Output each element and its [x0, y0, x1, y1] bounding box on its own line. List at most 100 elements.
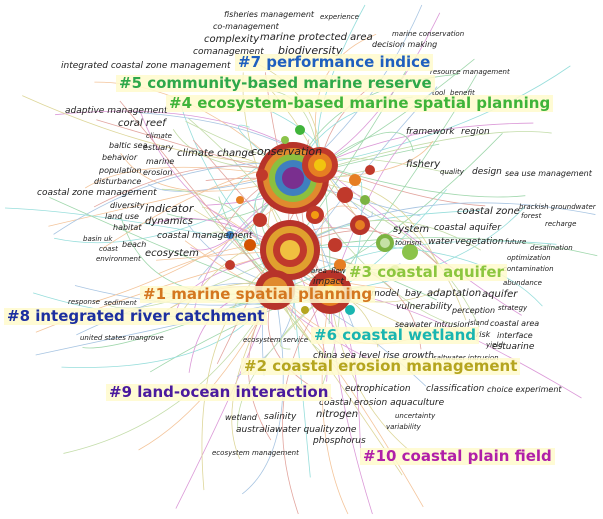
kw-system: system [393, 224, 430, 235]
kw-environment: environment [96, 255, 141, 263]
link-curve [319, 164, 522, 316]
kw-yield: yield [486, 341, 503, 349]
link-curve [4, 207, 291, 251]
kw-coastal-zone: coastal zone [457, 206, 520, 217]
kw-uk: uk [104, 235, 113, 243]
kw-tourism: tourism [395, 239, 422, 247]
kw-response: response [68, 298, 100, 306]
kw-zone: zone [335, 425, 357, 435]
link-curve [329, 291, 373, 515]
link-curve [319, 164, 486, 207]
kw-coastal-area: coastal area [490, 319, 540, 328]
kw-estuary: estuary [143, 143, 174, 152]
kw-australia: australia [236, 425, 276, 435]
kw-aquifer: aquifer [482, 289, 518, 300]
kw-beach: beach [122, 240, 147, 249]
link-curve [241, 289, 284, 495]
kw-island: island [468, 319, 489, 327]
kw-phosphorus: phosphorus [313, 436, 366, 446]
kw-marine-protected-area: marine protected area [260, 32, 373, 43]
link-curve [54, 177, 294, 244]
kw-biodiversity: biodiversity [278, 44, 343, 57]
node-small-cluster [225, 125, 400, 315]
kw-complexity: complexity [204, 34, 260, 45]
kw-conservation: conservation [251, 145, 323, 158]
kw-indicator: indicator [145, 202, 194, 215]
kw-water-quality: water quality [275, 425, 335, 435]
kw-future: future [505, 238, 527, 246]
kw-risk: risk [476, 330, 491, 339]
link-curve [321, 291, 349, 515]
cluster-label-8: #8 integrated river catchment [4, 308, 268, 325]
kw-strategy: strategy [498, 304, 528, 312]
link-curve [319, 122, 534, 166]
kw-seawater-intrusion: seawater intrusion [395, 320, 470, 329]
kw-desalination: desalination [530, 244, 573, 252]
kw-interface: interface [497, 331, 533, 340]
kw-fishery: fishery [406, 159, 441, 170]
link-curve [329, 291, 424, 462]
kw-design: design [472, 167, 502, 177]
cluster-label-10: #10 coastal plain field [360, 448, 555, 465]
kw-dynamics: dynamics [145, 216, 193, 227]
link-curve [319, 164, 526, 198]
cluster-label-5: #5 community-based marine reserve [116, 75, 435, 92]
kw-impact: impact [313, 277, 344, 287]
cluster-label-3: #3 coastal aquifer [346, 264, 507, 281]
kw-behavior: behavior [102, 153, 138, 162]
kw-salinity: salinity [264, 412, 297, 422]
kw-sea-use-management: sea use management [505, 169, 592, 178]
kw-adaptive-management: adaptive management [65, 106, 168, 116]
kw-comanagement: comanagement [193, 47, 264, 57]
kw-abundance: abundance [503, 279, 542, 287]
kw-ecosystem: ecosystem [145, 248, 199, 259]
kw-contamination: contamination [503, 265, 554, 273]
kw-nitrogen: nitrogen [316, 409, 359, 420]
kw-flow: flow [331, 267, 346, 275]
kw-erosion: erosion [143, 168, 173, 177]
node-management [302, 147, 338, 183]
kw-marine: marine [146, 157, 175, 166]
kw-ecosystem-management: ecosystem management [212, 449, 299, 457]
kw-climate-change: climate change [177, 148, 254, 159]
link-curve [329, 74, 477, 293]
kw-perception: perception [452, 306, 496, 315]
kw-model: model [371, 289, 400, 299]
kw-choice-experiment: choice experiment [487, 385, 562, 394]
kw-coast: coast [99, 245, 118, 253]
kw-resource-management: resource management [430, 68, 510, 76]
cluster-label-7: #7 performance indice [235, 54, 434, 71]
keyword-nodes [225, 125, 418, 315]
kw-quality: quality [440, 168, 464, 176]
kw-coastal-erosion-aquaculture: coastal erosion aquaculture [319, 398, 445, 408]
kw-habitat: habitat [113, 223, 142, 232]
kw-land-use: land use [105, 212, 139, 221]
link-curve [119, 100, 276, 291]
kw-benefit: benefit [450, 89, 475, 97]
kw-water: water [428, 237, 454, 247]
kw-co-management: co-management [213, 22, 279, 31]
kw-classification: classification [426, 384, 485, 394]
kw-recharge: recharge [545, 220, 577, 228]
kw-integrated-czm: integrated coastal zone management [61, 61, 231, 71]
kw-basin: basin [83, 235, 102, 243]
cluster-label-2: #2 coastal erosion management [241, 358, 521, 375]
kw-framework: framework [406, 127, 455, 137]
kw-uncertainty: uncertainty [395, 412, 436, 420]
cluster-label-6: #6 coastal wetland [311, 327, 480, 344]
kw-united-states-mangrove: united states mangrove [80, 334, 164, 342]
kw-wetland: wetland [225, 413, 257, 422]
kw-tool: tool [432, 89, 446, 97]
kw-coastal-zone-management: coastal zone management [37, 188, 157, 198]
kw-vegetation: vegetation [455, 237, 504, 247]
kw-ecosystem-service: ecosystem service [243, 336, 309, 344]
kw-coastal-aquifer: coastal aquifer [434, 223, 501, 233]
kw-area: area [311, 267, 327, 275]
link-curve [289, 202, 596, 251]
kw-variability: variability [386, 423, 421, 431]
kw-decision-making: decision making [372, 40, 438, 49]
kw-optimization: optimization [507, 254, 551, 262]
kw-brackish-groundwater: brackish groundwater [519, 203, 596, 211]
kw-adaptation: adaptation [427, 288, 482, 299]
